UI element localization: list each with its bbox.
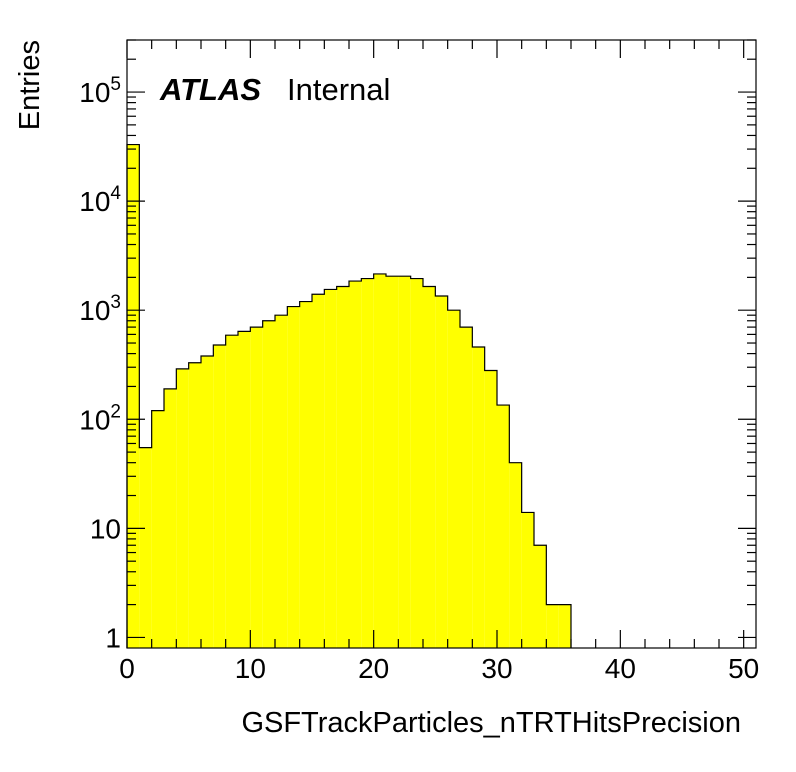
histogram-bin	[336, 286, 349, 648]
y-tick-label: 104	[79, 183, 121, 217]
histogram-bin	[312, 294, 325, 648]
histogram-bin	[225, 335, 238, 648]
axis-ticks	[126, 39, 756, 648]
histogram-bin	[349, 281, 362, 648]
histogram-bin	[188, 362, 201, 648]
histogram-bin	[472, 346, 485, 648]
y-tick-labels: 1 10 102 103 104 105	[79, 74, 121, 653]
histogram-bin	[484, 370, 497, 648]
histogram-bin	[275, 315, 288, 648]
histogram-bin	[386, 276, 399, 648]
histogram-bin	[176, 368, 189, 648]
histogram-bin	[423, 286, 436, 648]
histogram-bin	[151, 410, 164, 648]
histogram-bin	[460, 327, 473, 648]
x-tick-label: 0	[119, 653, 135, 684]
histogram-bin	[497, 405, 510, 648]
histogram-bin	[213, 344, 226, 648]
histogram-bin	[164, 388, 177, 648]
histogram-bin	[447, 310, 460, 648]
histogram-bin	[201, 356, 214, 648]
x-axis-title: GSFTrackParticles_nTRTHitsPrecision	[241, 707, 741, 739]
histogram-bin	[546, 604, 559, 648]
y-tick-label: 105	[79, 74, 121, 108]
histogram-bin	[373, 273, 386, 648]
y-axis-title: Entries	[14, 40, 46, 130]
histogram-bin	[324, 289, 337, 648]
histogram-bin	[139, 447, 152, 648]
x-tick-label: 40	[605, 653, 636, 684]
atlas-status-label: Internal	[287, 72, 390, 107]
histogram-bin	[250, 327, 263, 648]
atlas-label: ATLAS	[159, 72, 261, 107]
y-tick-label: 10	[90, 513, 121, 544]
x-tick-label: 10	[235, 653, 266, 684]
histogram-bin	[287, 306, 300, 648]
histogram-bin	[534, 545, 547, 648]
histogram-outline	[126, 143, 572, 648]
histogram-bin	[410, 278, 423, 648]
histogram-bin	[262, 320, 275, 648]
histogram-bin	[238, 331, 251, 648]
histogram-bin	[558, 604, 571, 648]
plot-frame	[126, 39, 757, 649]
histogram-bin	[398, 276, 411, 648]
x-tick-label: 30	[481, 653, 512, 684]
x-tick-labels: 0 10 20 30 40 50	[119, 653, 759, 684]
histogram-bin	[127, 144, 140, 648]
x-tick-label: 20	[358, 653, 389, 684]
histogram-bin	[509, 462, 522, 648]
histogram-bin	[299, 301, 312, 648]
histogram-bars	[127, 144, 571, 648]
histogram-bin	[435, 295, 448, 648]
histogram-bin	[361, 278, 374, 648]
y-tick-label: 103	[79, 292, 121, 326]
y-tick-label: 1	[105, 622, 121, 653]
x-tick-label: 50	[728, 653, 759, 684]
histogram-bin	[521, 512, 534, 648]
y-tick-label: 102	[79, 401, 121, 435]
